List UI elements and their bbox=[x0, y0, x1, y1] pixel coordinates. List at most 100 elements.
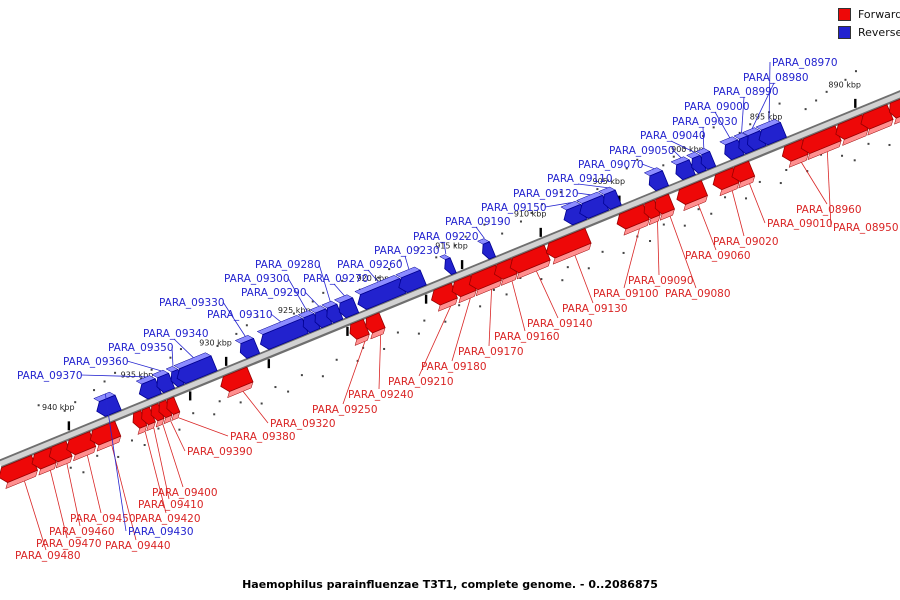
gene-arrow-PARA_09320[interactable] bbox=[220, 366, 254, 393]
minor-tick-dot bbox=[82, 471, 85, 474]
gene-label-PARA_09380[interactable]: PARA_09380 bbox=[230, 431, 296, 443]
gene-label-PARA_09250[interactable]: PARA_09250 bbox=[312, 404, 378, 416]
gene-label-PARA_09390[interactable]: PARA_09390 bbox=[187, 446, 253, 458]
gene-label-PARA_09320[interactable]: PARA_09320 bbox=[270, 418, 336, 430]
gene-label-PARA_08980[interactable]: PARA_08980 bbox=[743, 72, 809, 84]
gene-label-PARA_09460[interactable]: PARA_09460 bbox=[49, 526, 115, 538]
gene-leader-PARA_09330 bbox=[222, 301, 246, 337]
gene-label-PARA_09100[interactable]: PARA_09100 bbox=[593, 288, 659, 300]
gene-label-PARA_09480[interactable]: PARA_09480 bbox=[15, 550, 81, 562]
gene-label-PARA_08950[interactable]: PARA_08950 bbox=[833, 222, 899, 234]
minor-tick-dot bbox=[697, 208, 700, 211]
minor-tick-dot bbox=[74, 401, 77, 404]
minor-tick-dot bbox=[157, 427, 160, 430]
gene-label-PARA_09440[interactable]: PARA_09440 bbox=[105, 540, 171, 552]
gene-arrow-PARA_09080[interactable] bbox=[654, 193, 676, 215]
gene-label-PARA_09080[interactable]: PARA_09080 bbox=[665, 288, 731, 300]
legend-forward-label: Forward bbox=[858, 8, 900, 21]
gene-label-PARA_09220[interactable]: PARA_09220 bbox=[413, 231, 479, 243]
gene-arrow-PARA_09380[interactable] bbox=[166, 396, 181, 415]
minor-tick-dot bbox=[844, 78, 847, 81]
gene-label-PARA_09190[interactable]: PARA_09190 bbox=[445, 216, 511, 228]
gene-label-PARA_09280[interactable]: PARA_09280 bbox=[255, 259, 321, 271]
gene-label-PARA_09260[interactable]: PARA_09260 bbox=[337, 259, 403, 271]
gene-label-PARA_09180[interactable]: PARA_09180 bbox=[421, 361, 487, 373]
minor-tick-dot bbox=[388, 268, 391, 271]
gene-leader-PARA_09020 bbox=[731, 190, 745, 237]
gene-leader-PARA_09430 bbox=[104, 393, 127, 532]
kbp-label: 895 kbp bbox=[750, 113, 783, 122]
gene-arrow-PARA_09030[interactable] bbox=[700, 150, 717, 170]
gene-label-PARA_09340[interactable]: PARA_09340 bbox=[143, 328, 209, 340]
gene-label-PARA_09430[interactable]: PARA_09430 bbox=[128, 526, 194, 538]
minor-tick-dot bbox=[321, 375, 324, 378]
gene-label-PARA_09050[interactable]: PARA_09050 bbox=[609, 145, 675, 157]
minor-tick-dot bbox=[683, 147, 686, 150]
minor-tick-dot bbox=[239, 401, 242, 404]
gene-arrow-PARA_09270[interactable] bbox=[338, 297, 360, 319]
gene-arrow-PARA_09230[interactable] bbox=[398, 269, 427, 294]
gene-arrow-PARA_09430[interactable] bbox=[96, 394, 122, 417]
gene-label-PARA_09450[interactable]: PARA_09450 bbox=[70, 513, 136, 525]
gene-label-PARA_09360[interactable]: PARA_09360 bbox=[63, 356, 129, 368]
gene-label-PARA_09410[interactable]: PARA_09410 bbox=[138, 499, 204, 511]
minor-tick-dot bbox=[311, 300, 314, 303]
gene-arrow-PARA_09060[interactable] bbox=[676, 180, 709, 205]
minor-tick-dot bbox=[114, 371, 117, 374]
gene-label-PARA_09310[interactable]: PARA_09310 bbox=[207, 309, 273, 321]
gene-label-PARA_09170[interactable]: PARA_09170 bbox=[458, 346, 524, 358]
minor-tick-dot bbox=[260, 402, 263, 405]
gene-label-PARA_09470[interactable]: PARA_09470 bbox=[36, 538, 102, 550]
gene-arrow-PARA_09190[interactable] bbox=[482, 241, 497, 260]
gene-label-PARA_09420[interactable]: PARA_09420 bbox=[135, 513, 201, 525]
gene-label-PARA_09000[interactable]: PARA_09000 bbox=[684, 101, 750, 113]
gene-label-PARA_08970[interactable]: PARA_08970 bbox=[772, 57, 838, 69]
gene-label-PARA_09120[interactable]: PARA_09120 bbox=[513, 188, 579, 200]
gene-arrow-PARA_09010[interactable] bbox=[731, 160, 756, 183]
gene-arrow-PARA_09130[interactable] bbox=[545, 227, 592, 259]
gene-arrow-PARA_09330[interactable] bbox=[239, 337, 261, 359]
gene-label-PARA_09130[interactable]: PARA_09130 bbox=[562, 303, 628, 315]
gene-label-PARA_09350[interactable]: PARA_09350 bbox=[108, 342, 174, 354]
gene-label-PARA_09230[interactable]: PARA_09230 bbox=[374, 245, 440, 257]
gene-arrow-PARA_09220[interactable] bbox=[444, 257, 457, 275]
gene-label-PARA_09110[interactable]: PARA_09110 bbox=[547, 173, 613, 185]
gene-label-PARA_09060[interactable]: PARA_09060 bbox=[685, 250, 751, 262]
legend-item-reverse: Reverse bbox=[838, 26, 900, 39]
gene-label-PARA_08960[interactable]: PARA_08960 bbox=[796, 204, 862, 216]
gene-label-PARA_09040[interactable]: PARA_09040 bbox=[640, 130, 706, 142]
gene-label-PARA_09030[interactable]: PARA_09030 bbox=[672, 116, 738, 128]
gene-arrow-PARA_09070[interactable] bbox=[648, 170, 670, 192]
gene-arrow-PARA_09340[interactable] bbox=[176, 355, 218, 384]
gene-arrow-PARA_09110[interactable] bbox=[603, 189, 622, 210]
gene-label-PARA_09300[interactable]: PARA_09300 bbox=[224, 273, 290, 285]
minor-tick-dot bbox=[738, 131, 741, 134]
gene-label-PARA_09140[interactable]: PARA_09140 bbox=[527, 318, 593, 330]
gene-label-PARA_09400[interactable]: PARA_09400 bbox=[152, 487, 218, 499]
gene-leader-PARA_09450 bbox=[86, 455, 102, 514]
gene-arrow-PARA_08970[interactable] bbox=[758, 121, 788, 146]
gene-label-PARA_09210[interactable]: PARA_09210 bbox=[388, 376, 454, 388]
gene-arrow-PARA_09240[interactable] bbox=[365, 312, 386, 334]
minor-tick-dot bbox=[179, 348, 182, 351]
gene-arrow[interactable] bbox=[889, 98, 900, 119]
gene-label-PARA_08990[interactable]: PARA_08990 bbox=[713, 86, 779, 98]
gene-label-PARA_09370[interactable]: PARA_09370 bbox=[17, 370, 83, 382]
gene-label-PARA_09330[interactable]: PARA_09330 bbox=[159, 297, 225, 309]
gene-label-PARA_09150[interactable]: PARA_09150 bbox=[481, 202, 547, 214]
gene-label-PARA_09290[interactable]: PARA_09290 bbox=[241, 287, 307, 299]
gene-label-PARA_09070[interactable]: PARA_09070 bbox=[578, 159, 644, 171]
minor-tick-dot bbox=[596, 188, 599, 191]
gene-label-PARA_09010[interactable]: PARA_09010 bbox=[767, 218, 833, 230]
gene-label-PARA_09270[interactable]: PARA_09270 bbox=[303, 273, 369, 285]
gene-leader-PARA_09480 bbox=[24, 480, 47, 551]
gene-arrow-PARA_09440[interactable] bbox=[89, 420, 122, 446]
minor-tick-dot bbox=[649, 240, 652, 243]
gene-label-PARA_09160[interactable]: PARA_09160 bbox=[494, 331, 560, 343]
gene-label-PARA_09020[interactable]: PARA_09020 bbox=[713, 236, 779, 248]
gene-label-PARA_09090[interactable]: PARA_09090 bbox=[628, 275, 694, 287]
minor-tick-dot bbox=[806, 170, 809, 173]
minor-tick-dot bbox=[841, 154, 844, 157]
gene-leader-PARA_09070 bbox=[641, 163, 655, 170]
gene-label-PARA_09240[interactable]: PARA_09240 bbox=[348, 389, 414, 401]
